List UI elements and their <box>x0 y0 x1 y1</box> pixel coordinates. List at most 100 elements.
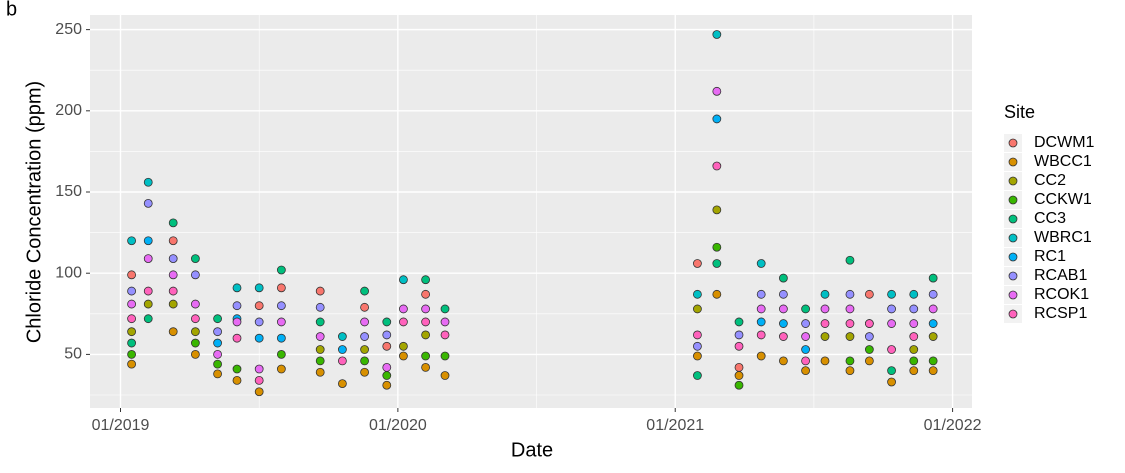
legend-swatch <box>1008 233 1018 243</box>
point <box>213 338 222 348</box>
point <box>360 302 369 312</box>
point <box>801 304 810 314</box>
point <box>213 327 222 337</box>
point <box>820 332 830 341</box>
point <box>254 364 264 374</box>
point <box>778 332 788 341</box>
point <box>382 341 392 351</box>
point <box>127 286 137 296</box>
point <box>190 254 200 263</box>
point <box>315 286 325 296</box>
x-axis-title: Date <box>511 439 553 461</box>
legend-label: RCSP1 <box>1034 305 1087 322</box>
point <box>127 236 137 246</box>
point <box>801 345 810 354</box>
legend-title: Site <box>1004 102 1035 122</box>
x-tick-label: 01/2019 <box>92 417 150 434</box>
point <box>254 301 264 311</box>
point <box>864 319 874 328</box>
point <box>315 332 325 341</box>
point <box>440 371 450 380</box>
point <box>399 351 408 361</box>
point <box>440 304 450 314</box>
point <box>778 356 788 366</box>
point <box>909 345 919 354</box>
legend-label: CCKW1 <box>1034 191 1092 208</box>
point <box>399 317 408 327</box>
point <box>712 205 722 215</box>
point <box>360 317 369 327</box>
point <box>845 255 855 265</box>
point <box>168 236 178 246</box>
point <box>127 270 137 280</box>
point <box>254 387 264 397</box>
point <box>168 254 178 263</box>
point <box>909 366 919 376</box>
point <box>168 327 178 337</box>
point <box>801 356 810 366</box>
point <box>276 265 286 275</box>
point <box>909 304 919 314</box>
point <box>693 259 702 268</box>
point <box>143 314 153 324</box>
point <box>190 327 200 337</box>
y-tick-label: 50 <box>64 346 82 363</box>
legend-swatch <box>1008 176 1018 186</box>
point <box>909 289 919 299</box>
point <box>360 286 369 296</box>
point <box>845 289 855 299</box>
point <box>864 289 874 299</box>
point <box>693 351 702 361</box>
legend-label: CC3 <box>1034 210 1066 227</box>
point <box>190 314 200 324</box>
point <box>254 283 264 293</box>
point <box>928 304 938 314</box>
point <box>712 30 722 39</box>
point <box>143 254 153 263</box>
point <box>712 161 722 171</box>
point <box>232 375 242 385</box>
point <box>254 375 264 385</box>
point <box>712 259 722 268</box>
point <box>190 270 200 280</box>
point <box>276 364 286 374</box>
point <box>421 363 431 372</box>
point <box>143 177 153 187</box>
point <box>734 317 744 327</box>
point <box>143 299 153 309</box>
point <box>712 289 722 299</box>
point <box>360 356 369 366</box>
point <box>845 304 855 314</box>
point <box>232 283 242 293</box>
point <box>756 289 766 299</box>
point <box>928 273 938 283</box>
legend-swatch <box>1008 214 1018 224</box>
point <box>360 367 369 377</box>
point <box>845 366 855 376</box>
point <box>337 379 347 389</box>
point <box>801 332 810 341</box>
legend-swatch <box>1008 309 1018 319</box>
point <box>693 289 702 299</box>
point <box>232 364 242 374</box>
point <box>712 114 722 124</box>
point <box>382 317 392 327</box>
point <box>928 366 938 376</box>
point <box>127 338 137 348</box>
point <box>440 317 450 327</box>
point <box>909 319 919 328</box>
point <box>778 319 788 328</box>
point <box>399 304 408 314</box>
point <box>232 317 242 327</box>
point <box>734 371 744 380</box>
y-axis-title: Chloride Concentration (ppm) <box>23 81 45 343</box>
point <box>337 356 347 366</box>
point <box>143 286 153 296</box>
point <box>756 259 766 268</box>
x-tick-label: 01/2020 <box>369 417 427 434</box>
point <box>127 314 137 324</box>
point <box>168 218 178 228</box>
point <box>382 380 392 390</box>
point <box>315 317 325 327</box>
point <box>382 363 392 372</box>
